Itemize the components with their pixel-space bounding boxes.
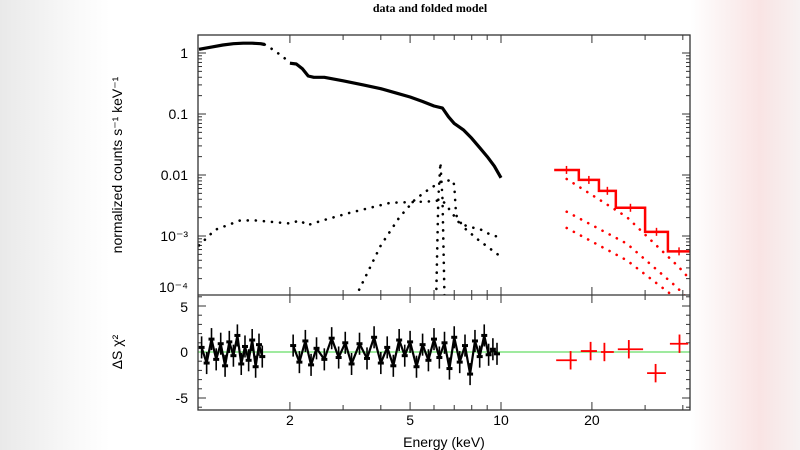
xis-residual-trace [323,337,333,360]
xis-data-line [289,61,503,179]
xis-residual-trace [443,342,451,369]
plot-frame [197,34,691,411]
y-tick-label: 1 [180,45,188,61]
xis-residual-trace [304,340,313,366]
xis-residual-trace [337,342,347,358]
xis-residual-trace [200,347,208,364]
chart-title: data and folded model [373,1,488,15]
xis-model-gap-line [263,43,292,64]
xis-residual-trace [427,338,436,361]
x-tick-label: 10 [493,412,509,428]
axis-ticks [198,35,690,410]
xis-residual-trace [292,345,301,363]
xis-residual-trace [468,340,477,375]
xis-residual-trace [310,347,318,366]
y-tick-label: 10⁻⁴ [159,279,188,295]
residual-tick-label: -5 [176,390,189,406]
xis-residual-trace [365,336,376,359]
y-tick-label: 0.1 [169,106,189,122]
xis-residual-trace [458,345,467,363]
y-tick-label: 0.01 [161,167,188,183]
xis-residual-trace [438,342,446,358]
xis-residual-trace [298,340,307,363]
xis-model-continuum-line [198,198,500,247]
xis-residual-trace [315,347,326,360]
xis-residual-trace [205,338,213,364]
xis-residual-trace [344,342,353,365]
xis-residual-trace [330,337,340,358]
xis-model-narrow-line-line [434,162,446,295]
pin-model-2-line [565,210,686,295]
pin-data-step [554,168,690,253]
x-tick-label: 5 [406,412,414,428]
x-tick-label: 2 [286,412,294,428]
xis-residual-trace [432,338,441,358]
tick-labels: 2 5 10 20 1 0.1 0.01 10⁻³ 10⁻⁴ 5 0 -5 [159,45,600,428]
x-tick-label: 20 [584,412,600,428]
xis-residual-trace [415,344,424,368]
xis-residual-trace [403,341,412,357]
pin-model-3-line [565,226,673,295]
x-axis-label: Energy (keV) [403,434,485,450]
pin-model-1-line [565,177,690,280]
xis-residual-trace [398,339,406,357]
xis-data-line [198,41,266,51]
residual-tick-label: 0 [180,344,188,360]
xis-residual-trace [358,343,368,359]
xis-residual-trace [421,344,430,361]
y-tick-label: 10⁻³ [160,228,188,244]
residual-panel [198,324,690,386]
spectrum-panel [198,41,690,295]
xis-residual-trace [373,337,382,364]
xis-residual-trace [350,343,361,365]
xis-residual-trace [409,341,418,367]
xis-residual-trace [392,339,401,367]
xis-residual-trace [453,337,461,363]
xis-residual-trace [463,345,472,375]
xis-residual-trace [386,347,395,367]
xis-residual-trace [379,346,389,364]
residual-tick-label: 5 [180,299,188,315]
residual-axis-label: ΔS χ² [109,334,125,369]
xis-model-broad-line-line [355,178,500,295]
y-axis-label: normalized counts s⁻¹ keV⁻¹ [109,76,125,253]
